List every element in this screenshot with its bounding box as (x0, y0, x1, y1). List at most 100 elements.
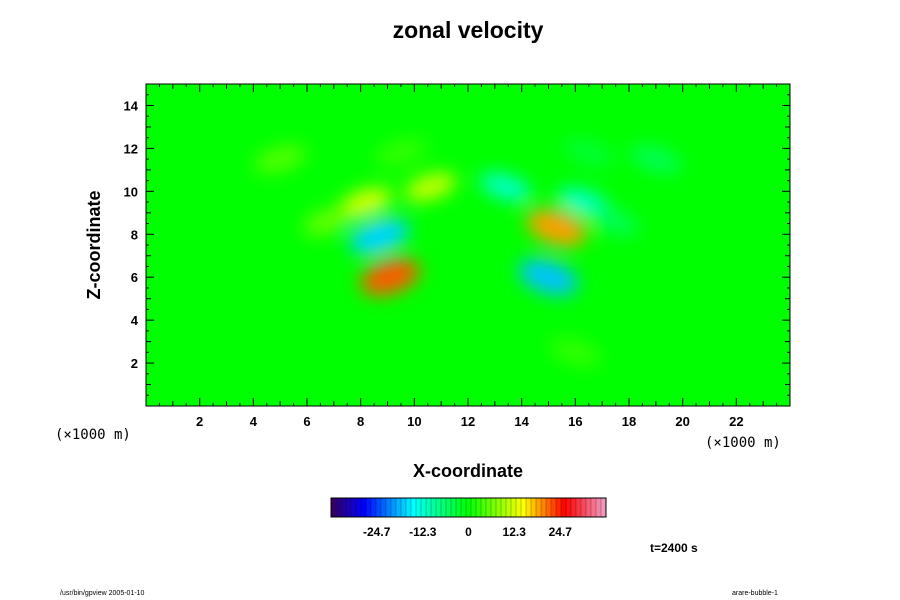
colorbar-segment (541, 498, 547, 517)
colorbar-frame (330, 497, 607, 518)
colorbar-segment (521, 498, 527, 517)
colorbar-segment (441, 498, 447, 517)
colorbar-segment (481, 498, 487, 517)
colorbar-segment (596, 498, 602, 517)
colorbar-segment (351, 498, 357, 517)
x-unit-label-left: (×1000 m) (55, 427, 131, 443)
colorbar-segment (431, 498, 437, 517)
colorbar-segment (396, 498, 402, 517)
y-tick-label: 10 (124, 184, 138, 199)
colorbar-segment (531, 498, 537, 517)
colorbar-segment (436, 498, 442, 517)
y-axis: 2 4 6 8 10 12 14 (124, 94, 790, 396)
colorbar-segment (346, 498, 352, 517)
velocity-feature (479, 173, 532, 201)
colorbar-segment (486, 498, 492, 517)
y-axis-title: Z-coordinate (84, 190, 104, 299)
x-tick-label: 22 (729, 414, 743, 429)
footer-left: /usr/bin/gpview 2005-01-10 (60, 590, 145, 597)
y-tick-label: 12 (124, 141, 138, 156)
x-tick-label: 2 (196, 414, 203, 429)
colorbar-segment (361, 498, 367, 517)
velocity-feature (549, 338, 602, 367)
colorbar-segment (551, 498, 557, 517)
x-axis-title: X-coordinate (413, 461, 523, 481)
colorbar-segment (591, 498, 597, 517)
y-tick-label: 8 (131, 227, 138, 242)
colorbar-segment (461, 498, 467, 517)
x-tick-label: 12 (461, 414, 475, 429)
colorbar-segment (571, 498, 577, 517)
colorbar-segment (386, 498, 392, 517)
x-tick-label: 20 (675, 414, 689, 429)
velocity-feature (404, 173, 457, 201)
colorbar-segment (426, 498, 432, 517)
colorbar-tick-label: 0 (465, 525, 472, 539)
x-tick-label: 18 (622, 414, 636, 429)
colorbar-segment (336, 498, 342, 517)
x-tick-label: 4 (250, 414, 258, 429)
velocity-feature (630, 145, 682, 174)
colorbar-segment (406, 498, 412, 517)
colorbar-segment (366, 498, 372, 517)
colorbar-segment (601, 498, 607, 517)
colorbar-segment (381, 498, 387, 517)
colorbar-segment (471, 498, 477, 517)
x-unit-label-right: (×1000 m) (705, 435, 781, 451)
y-tick-label: 2 (131, 356, 138, 371)
colorbar-segment (376, 498, 382, 517)
colorbar-segment (401, 498, 407, 517)
colorbar-segment (416, 498, 422, 517)
colorbar-segment (331, 498, 337, 517)
colorbar-segment (496, 498, 502, 517)
x-axis: 2 4 6 8 10 12 14 16 18 20 22 (158, 84, 778, 429)
colorbar-segment (506, 498, 512, 517)
x-tick-label: 6 (303, 414, 310, 429)
colorbar-segment (526, 498, 532, 517)
colorbar-tick-label: -12.3 (409, 525, 437, 539)
colorbar: -24.7 -12.3 0 12.3 24.7 (330, 497, 607, 539)
velocity-feature (587, 207, 639, 236)
x-tick-label: 10 (407, 414, 421, 429)
velocity-feature (562, 138, 615, 167)
y-tick-label: 14 (124, 98, 139, 113)
colorbar-segment (411, 498, 417, 517)
colorbar-segment (341, 498, 347, 517)
colorbar-segment (446, 498, 452, 517)
colorbar-tick-label: 24.7 (549, 525, 573, 539)
velocity-feature (302, 207, 355, 236)
colorbar-segment (536, 498, 542, 517)
colorbar-segment (576, 498, 582, 517)
colorbar-segment (466, 498, 472, 517)
velocity-feature (518, 259, 579, 296)
velocity-feature (254, 145, 306, 174)
velocity-feature (526, 209, 587, 246)
colorbar-segment (371, 498, 377, 517)
chart-title: zonal velocity (393, 17, 544, 43)
x-tick-label: 8 (357, 414, 364, 429)
colorbar-segment (476, 498, 482, 517)
colorbar-segment (451, 498, 457, 517)
velocity-field (254, 138, 682, 367)
velocity-feature (349, 218, 410, 255)
colorbar-segment (556, 498, 562, 517)
colorbar-segment (581, 498, 587, 517)
colorbar-tick-label: -24.7 (363, 525, 391, 539)
footer-right: arare-bubble-1 (732, 590, 778, 597)
y-tick-label: 4 (131, 313, 139, 328)
colorbar-segment (511, 498, 517, 517)
colorbar-segment (566, 498, 572, 517)
colorbar-segment (491, 498, 497, 517)
colorbar-segment (391, 498, 397, 517)
velocity-feature (360, 259, 420, 296)
velocity-feature (340, 188, 392, 217)
colorbar-segment (456, 498, 462, 517)
y-tick-label: 6 (131, 270, 138, 285)
colorbar-segment (546, 498, 552, 517)
colorbar-segment (356, 498, 362, 517)
colorbar-segment (501, 498, 507, 517)
x-tick-label: 16 (568, 414, 582, 429)
colorbar-segment (516, 498, 522, 517)
